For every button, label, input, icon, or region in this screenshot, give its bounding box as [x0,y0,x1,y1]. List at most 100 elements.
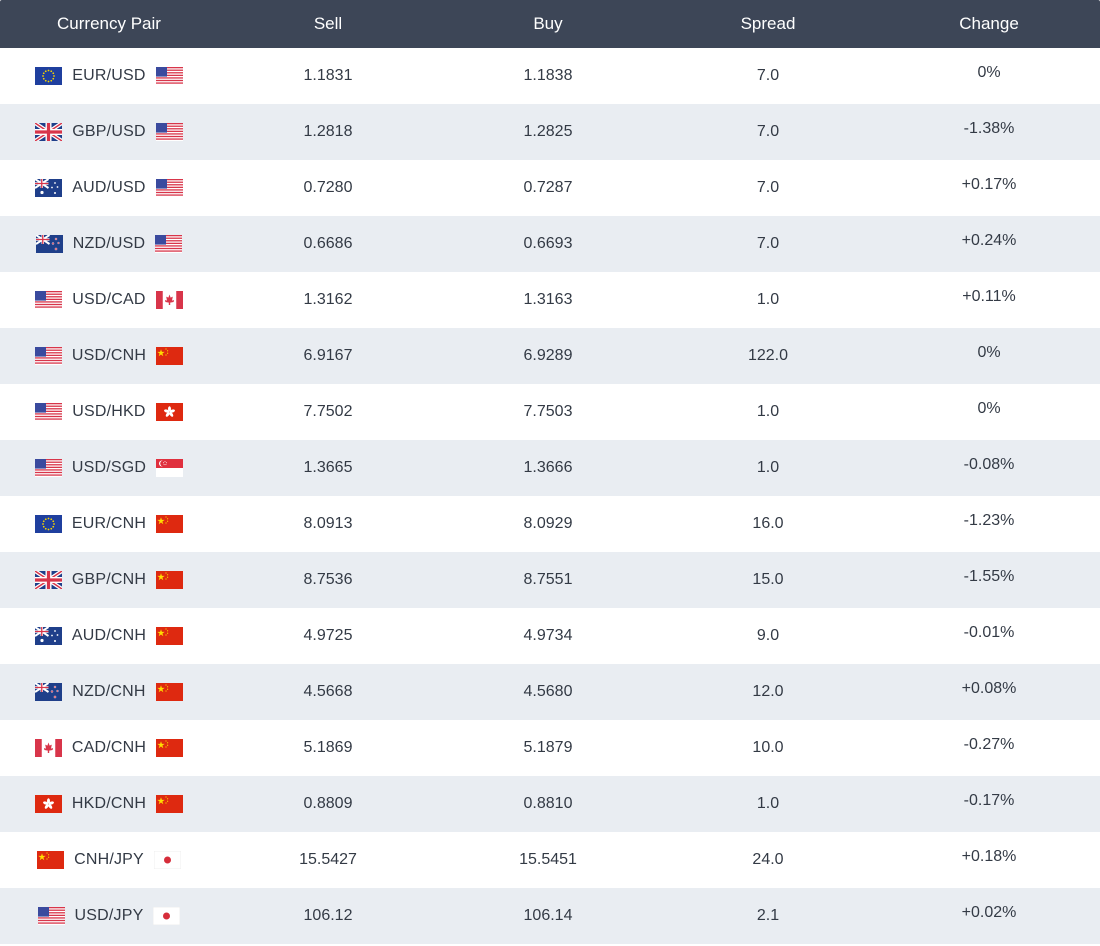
table-row[interactable]: USD/CAD 1.3162 1.3163 1.0 +0.11% [0,272,1100,328]
change-value: 0% [878,64,1100,82]
table-row[interactable]: AUD/USD 0.7280 0.7287 7.0 +0.17% [0,160,1100,216]
pair-label: CAD/CNH [72,739,146,757]
pair-label: EUR/USD [72,67,145,85]
pair-label: AUD/USD [72,179,145,197]
table-row[interactable]: NZD/CNH 4.5668 4.5680 12.0 +0.08% [0,664,1100,720]
buy-value: 6.9289 [438,347,658,365]
buy-value: 1.2825 [438,123,658,141]
pair-label: GBP/CNH [72,571,146,589]
change-value: +0.24% [878,232,1100,250]
us-flag-icon [156,67,183,85]
table-row[interactable]: EUR/USD 1.1831 1.1838 7.0 0% [0,48,1100,104]
change-value: +0.08% [878,680,1100,698]
table-row[interactable]: USD/SGD 1.3665 1.3666 1.0 -0.08% [0,440,1100,496]
spread-value: 7.0 [658,123,878,141]
spread-value: 12.0 [658,683,878,701]
sell-value: 106.12 [218,907,438,925]
pair-cell: CAD/CNH [0,739,218,757]
hong-kong-flag-icon [156,403,183,421]
buy-value: 4.5680 [438,683,658,701]
pair-cell: USD/CAD [0,291,218,309]
table-row[interactable]: USD/JPY 106.12 106.14 2.1 +0.02% [0,888,1100,944]
buy-value: 1.3666 [438,459,658,477]
pair-label: CNH/JPY [74,851,144,869]
change-value: -1.38% [878,120,1100,138]
spread-value: 10.0 [658,739,878,757]
table-row[interactable]: CAD/CNH 5.1869 5.1879 10.0 -0.27% [0,720,1100,776]
sell-value: 1.3162 [218,291,438,309]
sell-value: 1.1831 [218,67,438,85]
table-row[interactable]: USD/HKD 7.7502 7.7503 1.0 0% [0,384,1100,440]
sell-value: 0.6686 [218,235,438,253]
spread-value: 15.0 [658,571,878,589]
table-row[interactable]: NZD/USD 0.6686 0.6693 7.0 +0.24% [0,216,1100,272]
pair-cell: NZD/CNH [0,683,218,701]
sell-value: 5.1869 [218,739,438,757]
china-flag-icon [37,851,64,869]
spread-value: 16.0 [658,515,878,533]
table-row[interactable]: CNH/JPY 15.5427 15.5451 24.0 +0.18% [0,832,1100,888]
pair-cell: USD/JPY [0,907,218,925]
change-value: -0.08% [878,456,1100,474]
australia-flag-icon [35,627,62,645]
sell-value: 1.2818 [218,123,438,141]
sell-value: 7.7502 [218,403,438,421]
us-flag-icon [156,123,183,141]
table-row[interactable]: GBP/CNH 8.7536 8.7551 15.0 -1.55% [0,552,1100,608]
buy-value: 106.14 [438,907,658,925]
spread-value: 7.0 [658,235,878,253]
spread-value: 1.0 [658,291,878,309]
japan-flag-icon [153,907,180,925]
buy-value: 0.7287 [438,179,658,197]
pair-cell: EUR/USD [0,67,218,85]
table-row[interactable]: HKD/CNH 0.8809 0.8810 1.0 -0.17% [0,776,1100,832]
uk-flag-icon [35,571,62,589]
spread-value: 2.1 [658,907,878,925]
header-currency-pair: Currency Pair [0,14,218,34]
change-value: +0.11% [878,288,1100,306]
spread-value: 1.0 [658,795,878,813]
table-row[interactable]: GBP/USD 1.2818 1.2825 7.0 -1.38% [0,104,1100,160]
spread-value: 122.0 [658,347,878,365]
us-flag-icon [155,235,182,253]
pair-cell: CNH/JPY [0,851,218,869]
pair-cell: USD/HKD [0,403,218,421]
buy-value: 15.5451 [438,851,658,869]
pair-cell: EUR/CNH [0,515,218,533]
buy-value: 0.8810 [438,795,658,813]
pair-label: NZD/USD [73,235,146,253]
header-spread: Spread [658,14,878,34]
spread-value: 9.0 [658,627,878,645]
sell-value: 1.3665 [218,459,438,477]
table-row[interactable]: USD/CNH 6.9167 6.9289 122.0 0% [0,328,1100,384]
japan-flag-icon [154,851,181,869]
table-row[interactable]: EUR/CNH 8.0913 8.0929 16.0 -1.23% [0,496,1100,552]
pair-label: USD/HKD [72,403,145,421]
change-value: 0% [878,400,1100,418]
china-flag-icon [156,347,183,365]
change-value: -1.55% [878,568,1100,586]
spread-value: 1.0 [658,403,878,421]
spread-value: 24.0 [658,851,878,869]
australia-flag-icon [35,179,62,197]
canada-flag-icon [35,739,62,757]
pair-label: NZD/CNH [72,683,145,701]
sell-value: 0.8809 [218,795,438,813]
pair-cell: AUD/CNH [0,627,218,645]
sell-value: 0.7280 [218,179,438,197]
change-value: 0% [878,344,1100,362]
us-flag-icon [35,403,62,421]
table-row[interactable]: AUD/CNH 4.9725 4.9734 9.0 -0.01% [0,608,1100,664]
buy-value: 8.7551 [438,571,658,589]
spread-value: 1.0 [658,459,878,477]
spread-value: 7.0 [658,67,878,85]
pair-label: GBP/USD [72,123,145,141]
change-value: +0.02% [878,904,1100,922]
china-flag-icon [156,795,183,813]
china-flag-icon [156,627,183,645]
buy-value: 7.7503 [438,403,658,421]
new-zealand-flag-icon [36,235,63,253]
pair-label: USD/SGD [72,459,146,477]
china-flag-icon [156,515,183,533]
